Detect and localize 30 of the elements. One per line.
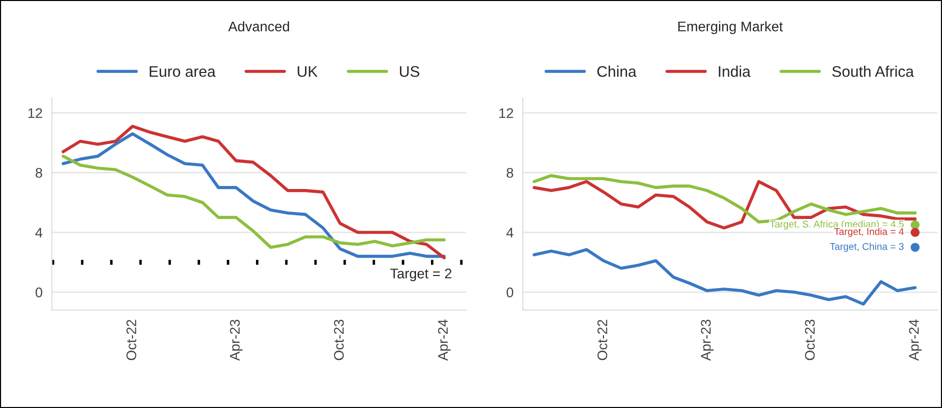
x-tick-label: Oct-23 xyxy=(804,320,815,360)
x-tick-label: Oct-22 xyxy=(597,320,608,360)
annotation: Target, S. Africa (median) = 4.5 xyxy=(770,220,904,230)
y-tick-label: 12 xyxy=(28,108,42,118)
legend-label: South Africa xyxy=(832,66,914,77)
legend-label: US xyxy=(400,66,420,77)
x-tick-label: Apr-23 xyxy=(700,320,714,361)
x-tick-label: Apr-24 xyxy=(438,320,451,361)
chart-title: Emerging Market xyxy=(678,21,783,34)
legend-label: UK xyxy=(298,66,318,77)
y-tick-label: 12 xyxy=(499,108,514,118)
legend-label: China xyxy=(597,66,636,77)
x-tick-label: Oct-22 xyxy=(126,320,136,360)
y-tick-label: 4 xyxy=(506,228,514,238)
line-series xyxy=(532,180,917,230)
legend-label: India xyxy=(718,66,751,77)
y-tick-label: 0 xyxy=(36,287,42,298)
y-tick-label: 0 xyxy=(506,287,514,298)
legend-label: Euro area xyxy=(150,66,216,77)
x-tick-label: Oct-23 xyxy=(334,320,344,360)
y-tick-label: 8 xyxy=(36,168,42,178)
annotation: Target, India = 4 xyxy=(834,228,904,237)
x-tick-label: Apr-23 xyxy=(230,320,242,361)
y-tick-label: 8 xyxy=(506,168,514,178)
x-tick-label: Apr-24 xyxy=(909,320,922,361)
annotation: Target, China = 3 xyxy=(830,242,904,252)
line-series xyxy=(62,154,446,249)
chart-title: Advanced xyxy=(228,21,290,32)
ref-line-label: Target = 2 xyxy=(390,268,452,282)
y-tick-label: 4 xyxy=(35,228,42,238)
